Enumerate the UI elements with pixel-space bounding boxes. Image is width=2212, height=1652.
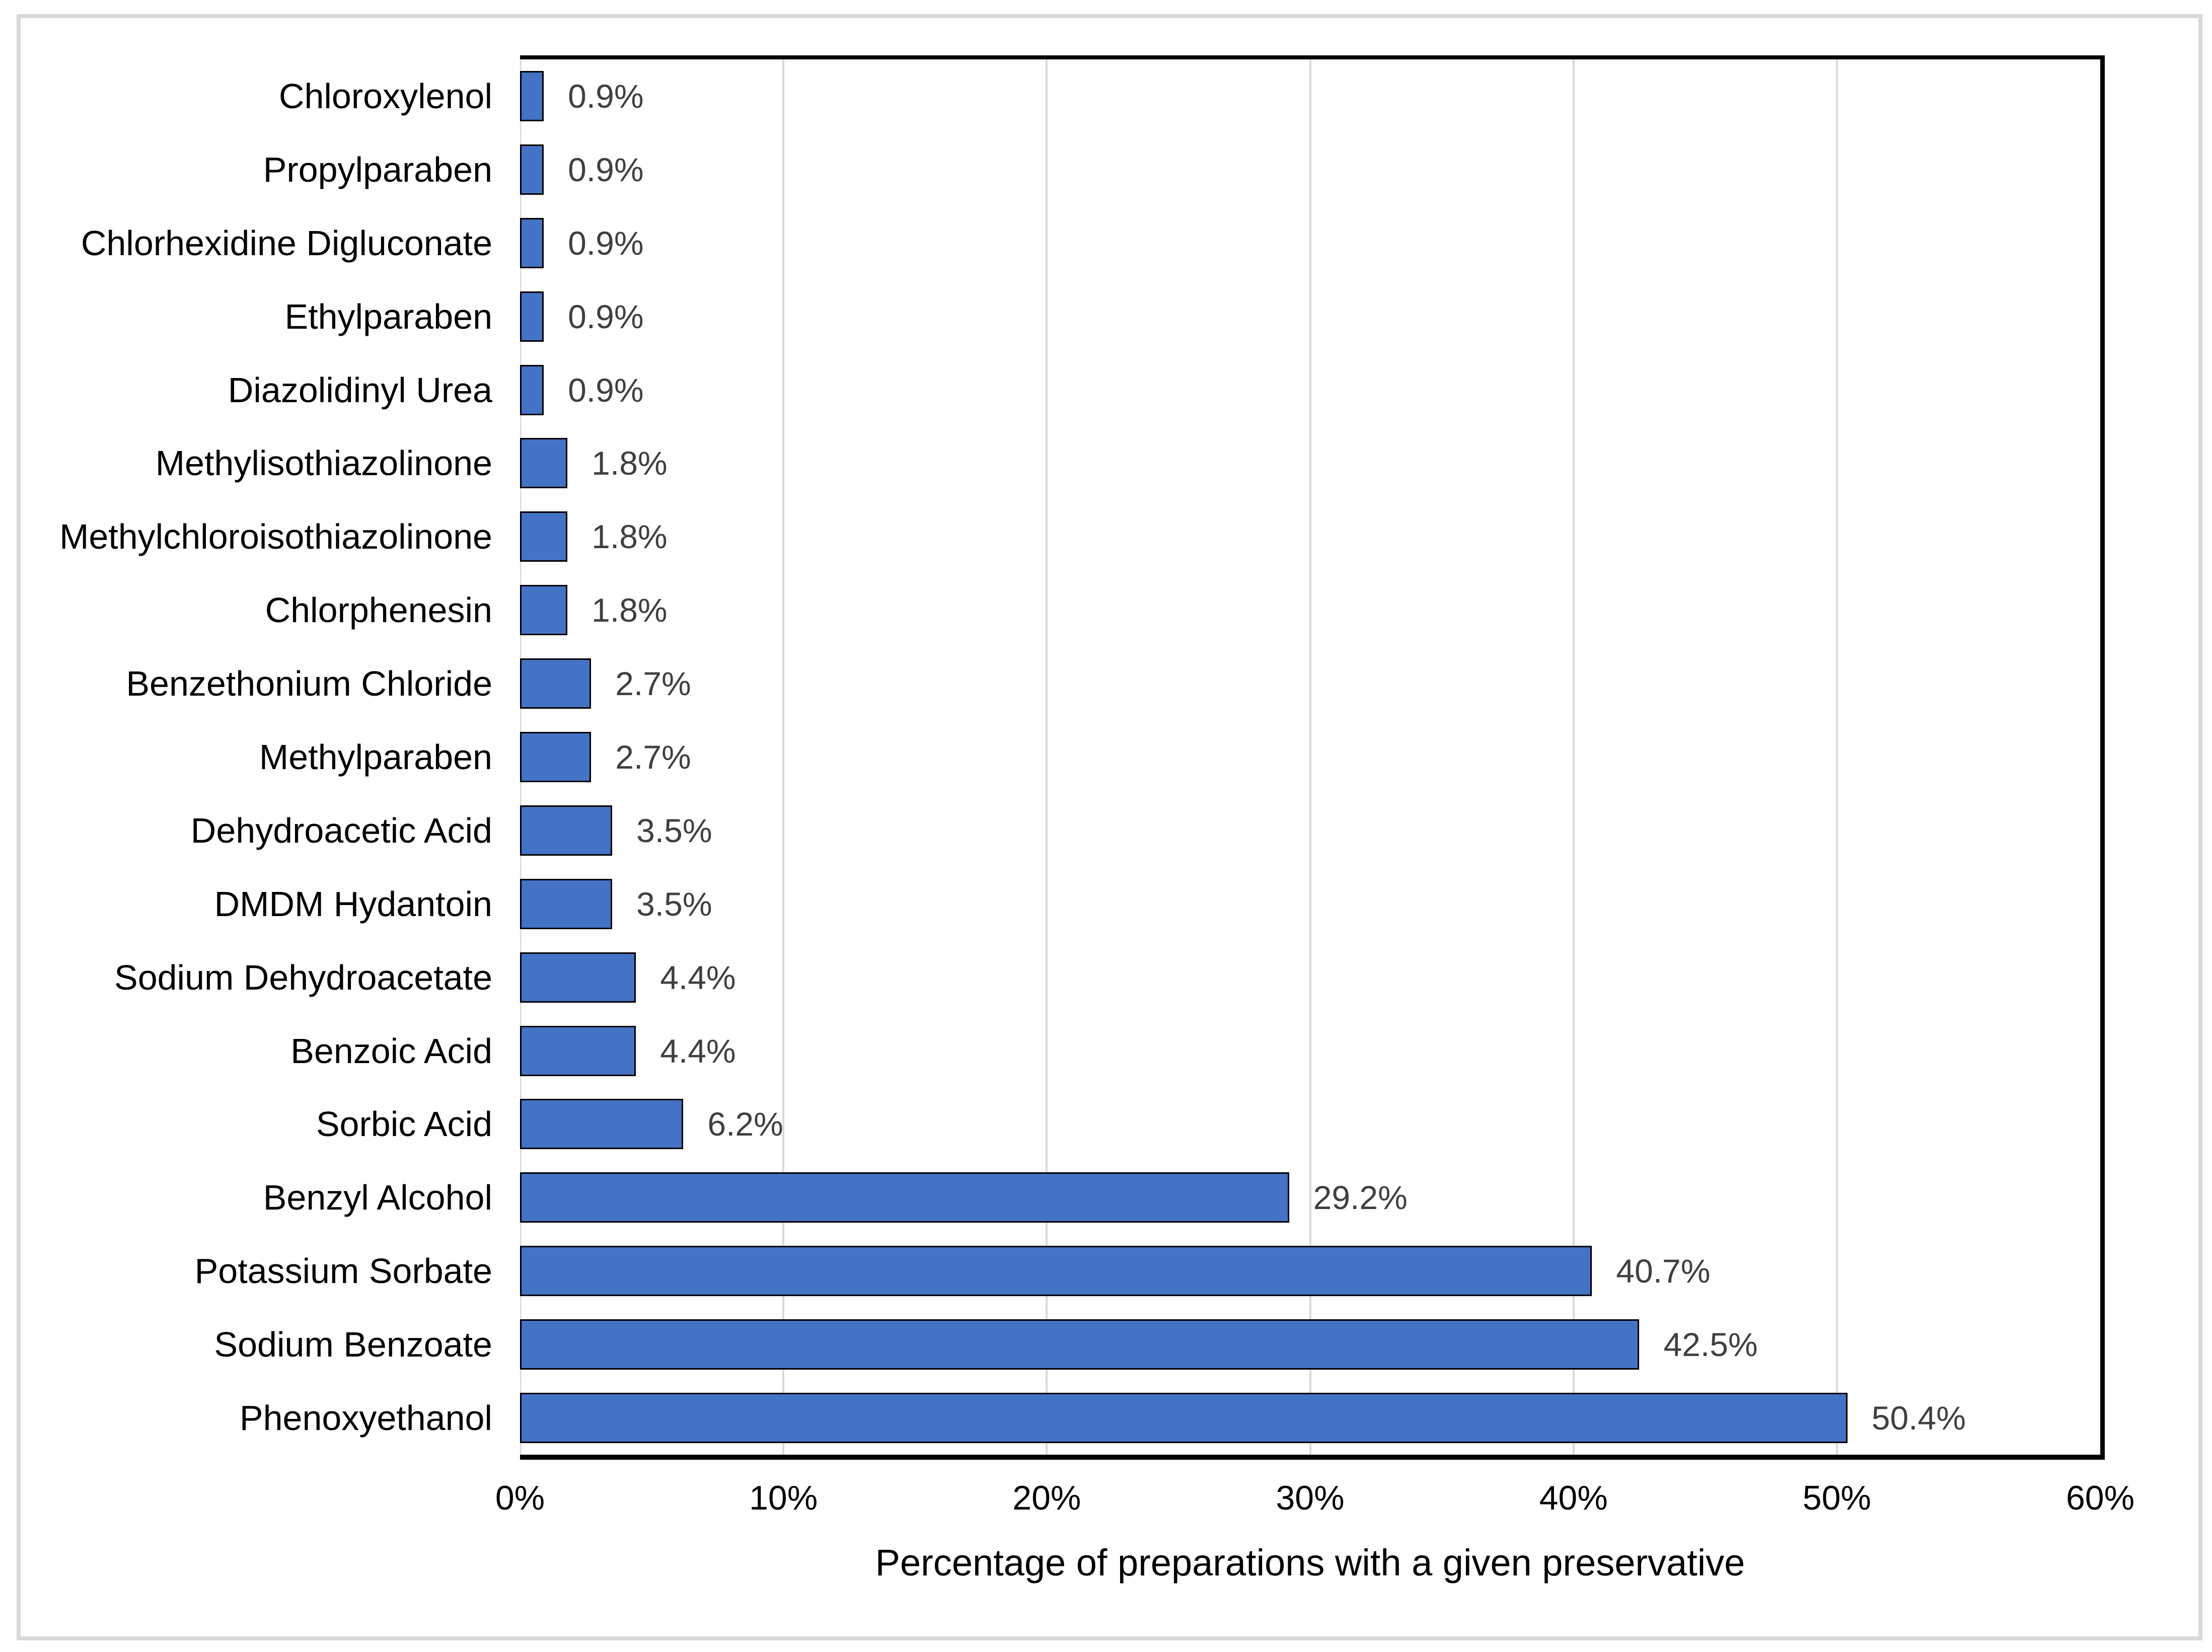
bar-row: 42.5% bbox=[520, 1308, 2100, 1381]
bar bbox=[520, 1392, 1848, 1443]
bar-row: 2.7% bbox=[520, 720, 2100, 794]
bar-row: 29.2% bbox=[520, 1161, 2100, 1234]
bar bbox=[520, 1025, 636, 1076]
x-tick-label: 20% bbox=[1012, 1479, 1081, 1517]
value-label: 3.5% bbox=[636, 885, 712, 923]
value-label: 0.9% bbox=[568, 371, 644, 409]
bar bbox=[520, 658, 592, 709]
bar-row: 6.2% bbox=[520, 1087, 2100, 1161]
value-label: 2.7% bbox=[615, 738, 691, 776]
bar bbox=[520, 731, 592, 782]
bar-row: 0.9% bbox=[520, 280, 2100, 353]
category-label: Chlorhexidine Digluconate bbox=[81, 223, 492, 263]
category-label: Benzethonium Chloride bbox=[126, 664, 492, 704]
bars-layer: 0.9% 0.9% 0.9% 0.9% 0.9% 1.8% 1.8% 1.8% 2.7% 2.7%… bbox=[520, 59, 2100, 1455]
category-label: Propylparaben bbox=[263, 149, 492, 189]
bar-row: 4.4% bbox=[520, 941, 2100, 1014]
category-label: Benzyl Alcohol bbox=[263, 1178, 492, 1218]
category-label: Sodium Benzoate bbox=[214, 1325, 492, 1365]
bar-row: 3.5% bbox=[520, 794, 2100, 867]
category-label: Methylchloroisothiazolinone bbox=[59, 517, 492, 557]
category-label: Diazolidinyl Urea bbox=[228, 370, 492, 410]
category-label: Potassium Sorbate bbox=[194, 1251, 492, 1291]
value-label: 0.9% bbox=[568, 297, 644, 335]
category-label: Benzoic Acid bbox=[290, 1031, 492, 1071]
x-tick-label: 60% bbox=[2066, 1479, 2135, 1517]
category-label: Sorbic Acid bbox=[316, 1104, 492, 1144]
bar-row: 40.7% bbox=[520, 1234, 2100, 1308]
gridline bbox=[1835, 59, 1838, 1455]
category-label: Sodium Dehydroacetate bbox=[114, 957, 492, 997]
bar bbox=[520, 511, 568, 562]
bar bbox=[520, 952, 636, 1003]
category-label: Methylparaben bbox=[259, 737, 492, 777]
category-axis-labels: Chloroxylenol Propylparaben Chlorhexidine … bbox=[20, 59, 492, 1455]
x-axis-title: Percentage of preparations with a given … bbox=[875, 1542, 1745, 1584]
bar-row: 0.9% bbox=[520, 59, 2100, 133]
x-tick-label: 10% bbox=[749, 1479, 818, 1517]
bar-row: 0.9% bbox=[520, 353, 2100, 427]
bar-row: 1.8% bbox=[520, 500, 2100, 573]
category-label: Phenoxyethanol bbox=[239, 1398, 492, 1438]
bar bbox=[520, 585, 568, 636]
bar bbox=[520, 1099, 684, 1150]
value-label: 1.8% bbox=[592, 591, 668, 629]
bar-row: 0.9% bbox=[520, 133, 2100, 206]
bar bbox=[520, 1246, 1592, 1297]
bar-row: 50.4% bbox=[520, 1381, 2100, 1455]
value-label: 6.2% bbox=[707, 1105, 783, 1143]
gridline bbox=[1046, 59, 1048, 1455]
value-label: 0.9% bbox=[568, 224, 644, 262]
bar bbox=[520, 70, 544, 121]
value-label: 40.7% bbox=[1616, 1252, 1711, 1290]
category-label: DMDM Hydantoin bbox=[214, 884, 492, 924]
bar bbox=[520, 1319, 1640, 1370]
bar-row: 1.8% bbox=[520, 426, 2100, 500]
value-label: 1.8% bbox=[592, 444, 668, 482]
plot-area: 0.9% 0.9% 0.9% 0.9% 0.9% 1.8% 1.8% 1.8% 2.7% 2.7%… bbox=[520, 55, 2105, 1460]
bar bbox=[520, 805, 613, 856]
category-label: Dehydroacetic Acid bbox=[190, 810, 492, 850]
bar bbox=[520, 291, 544, 342]
value-label: 0.9% bbox=[568, 77, 644, 115]
x-tick-label: 0% bbox=[495, 1479, 545, 1517]
x-tick-label: 50% bbox=[1802, 1479, 1871, 1517]
gridline bbox=[782, 59, 785, 1455]
category-label: Methylisothiazolinone bbox=[155, 443, 492, 483]
category-label: Chlorphenesin bbox=[265, 590, 492, 630]
category-label: Chloroxylenol bbox=[278, 76, 492, 116]
value-label: 42.5% bbox=[1663, 1326, 1758, 1364]
value-label: 4.4% bbox=[660, 1032, 736, 1070]
bar-row: 2.7% bbox=[520, 647, 2100, 720]
bar-row: 1.8% bbox=[520, 573, 2100, 647]
value-label: 2.7% bbox=[615, 665, 691, 703]
value-label: 50.4% bbox=[1871, 1399, 1966, 1437]
bar-row: 4.4% bbox=[520, 1014, 2100, 1088]
value-label: 29.2% bbox=[1313, 1179, 1408, 1217]
bar bbox=[520, 1172, 1289, 1223]
x-axis-tick-labels: 0% 10% 20% 30% 40% 50% 60% bbox=[495, 1479, 2134, 1526]
bar-row: 3.5% bbox=[520, 867, 2100, 941]
bar bbox=[520, 878, 613, 929]
bar bbox=[520, 144, 544, 195]
bar bbox=[520, 438, 568, 489]
value-label: 1.8% bbox=[592, 518, 668, 556]
gridline bbox=[1572, 59, 1575, 1455]
bar bbox=[520, 364, 544, 415]
category-label: Ethylparaben bbox=[284, 296, 492, 336]
gridline bbox=[1309, 59, 1311, 1455]
value-label: 4.4% bbox=[660, 958, 736, 996]
value-label: 0.9% bbox=[568, 151, 644, 188]
x-tick-label: 40% bbox=[1539, 1479, 1608, 1517]
value-label: 3.5% bbox=[636, 811, 712, 849]
bar bbox=[520, 217, 544, 268]
x-tick-label: 30% bbox=[1276, 1479, 1345, 1517]
bar-row: 0.9% bbox=[520, 206, 2100, 280]
plot-inner: 0.9% 0.9% 0.9% 0.9% 0.9% 1.8% 1.8% 1.8% 2.7% 2.7%… bbox=[520, 59, 2100, 1455]
